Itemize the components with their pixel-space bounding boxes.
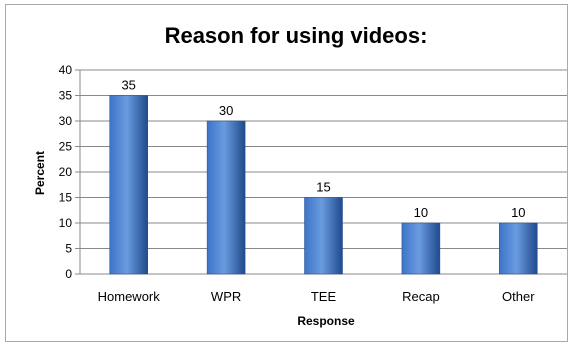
- x-category-label: TEE: [311, 289, 337, 304]
- chart-title: Reason for using videos:: [165, 23, 428, 48]
- y-tick-label: 25: [59, 140, 73, 154]
- data-label: 35: [121, 78, 135, 93]
- bar-recap: [401, 222, 441, 275]
- x-category-label: Homework: [98, 289, 161, 304]
- data-label: 10: [511, 205, 525, 220]
- chart-frame: [5, 4, 568, 342]
- bar-homework: [109, 95, 148, 275]
- x-category-label: Recap: [402, 289, 440, 304]
- y-tick-label: 20: [59, 165, 73, 179]
- y-tick-label: 10: [59, 216, 73, 230]
- y-tick-label: 35: [59, 89, 73, 103]
- data-label: 30: [219, 103, 233, 118]
- bar-wpr: [206, 120, 246, 275]
- data-label: 15: [316, 180, 330, 195]
- bars: [109, 95, 538, 275]
- bar-tee: [304, 197, 343, 275]
- x-axis-title: Response: [297, 314, 355, 328]
- y-tick-label: 30: [59, 114, 73, 128]
- y-tick-label: 5: [65, 242, 72, 256]
- data-labels: 35 30 15 10 10: [121, 78, 525, 221]
- y-axis-title: Percent: [33, 151, 47, 195]
- y-tick-label: 40: [59, 63, 73, 77]
- data-label: 10: [414, 205, 428, 220]
- y-axis-ticks: 0 5 10 15 20 25 30 35 40: [59, 63, 73, 281]
- y-tick-label: 0: [65, 267, 72, 281]
- y-tick-label: 15: [59, 191, 73, 205]
- gridlines: [75, 69, 567, 275]
- bar-other: [499, 222, 538, 275]
- x-axis-categories: Homework WPR TEE Recap Other: [98, 289, 536, 304]
- x-category-label: Other: [502, 289, 535, 304]
- x-category-label: WPR: [211, 289, 241, 304]
